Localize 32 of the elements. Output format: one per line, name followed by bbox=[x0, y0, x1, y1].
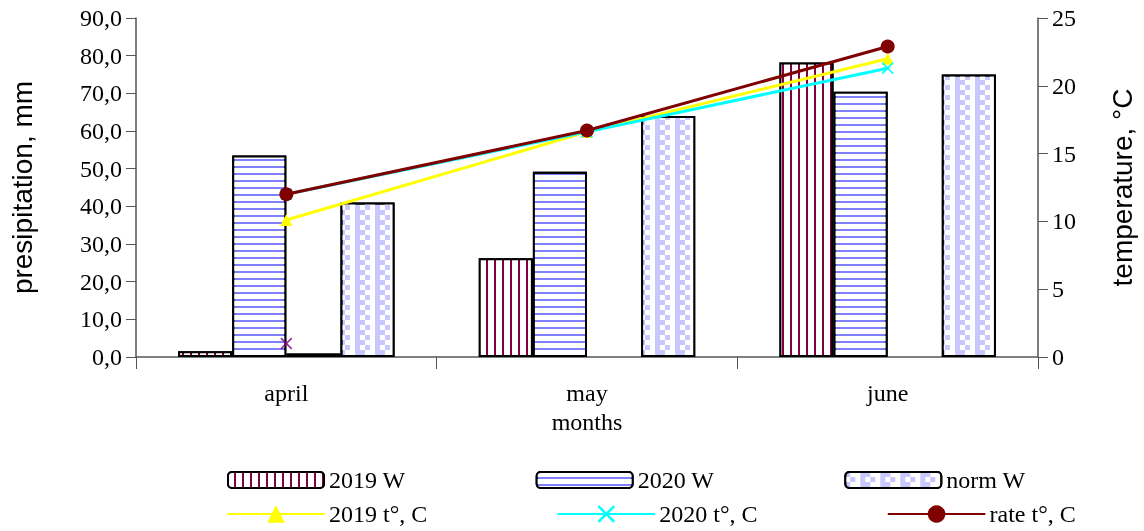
legend-label: rate t°, C bbox=[989, 501, 1076, 527]
point bbox=[280, 214, 293, 227]
y2-tick-label: 5 bbox=[1052, 276, 1064, 303]
y-tick-label: 50,0 bbox=[80, 155, 122, 182]
y2-tick-label: 15 bbox=[1052, 140, 1076, 167]
y-tick-label: 0,0 bbox=[92, 344, 122, 370]
y-tick-label: 30,0 bbox=[80, 231, 122, 257]
y-tick-label: 80,0 bbox=[80, 42, 122, 69]
legend-label: 2019 W bbox=[329, 467, 406, 493]
y2-tick-label: 25 bbox=[1052, 5, 1076, 31]
point bbox=[880, 39, 895, 54]
legend-label: norm W bbox=[946, 467, 1026, 493]
x-tick-label: may bbox=[566, 380, 608, 406]
y-tick-label: 90,0 bbox=[80, 5, 122, 31]
x-axis-title: months bbox=[551, 408, 623, 435]
y2-axis-title: temperature, °C bbox=[1106, 88, 1138, 287]
x-tick-label: april bbox=[264, 380, 309, 406]
y-tick-label: 40,0 bbox=[80, 193, 122, 220]
y-tick-label: 60,0 bbox=[80, 118, 122, 144]
legend-label: 2020 W bbox=[637, 467, 715, 493]
y-axis-title: presipitation, mm bbox=[6, 80, 38, 295]
y2-tick-label: 20 bbox=[1052, 72, 1076, 99]
y-tick-label: 10,0 bbox=[80, 306, 122, 333]
x-tick-label: june bbox=[866, 380, 909, 406]
y2-tick-label: 0 bbox=[1052, 344, 1064, 370]
y-tick-label: 70,0 bbox=[80, 80, 122, 107]
legend-label: 2019 t°, C bbox=[329, 501, 428, 527]
point bbox=[280, 337, 293, 350]
y-tick-label: 20,0 bbox=[80, 268, 122, 295]
y2-tick-label: 10 bbox=[1052, 208, 1076, 235]
point bbox=[881, 62, 894, 75]
legend-label: 2020 t°, C bbox=[659, 501, 758, 527]
